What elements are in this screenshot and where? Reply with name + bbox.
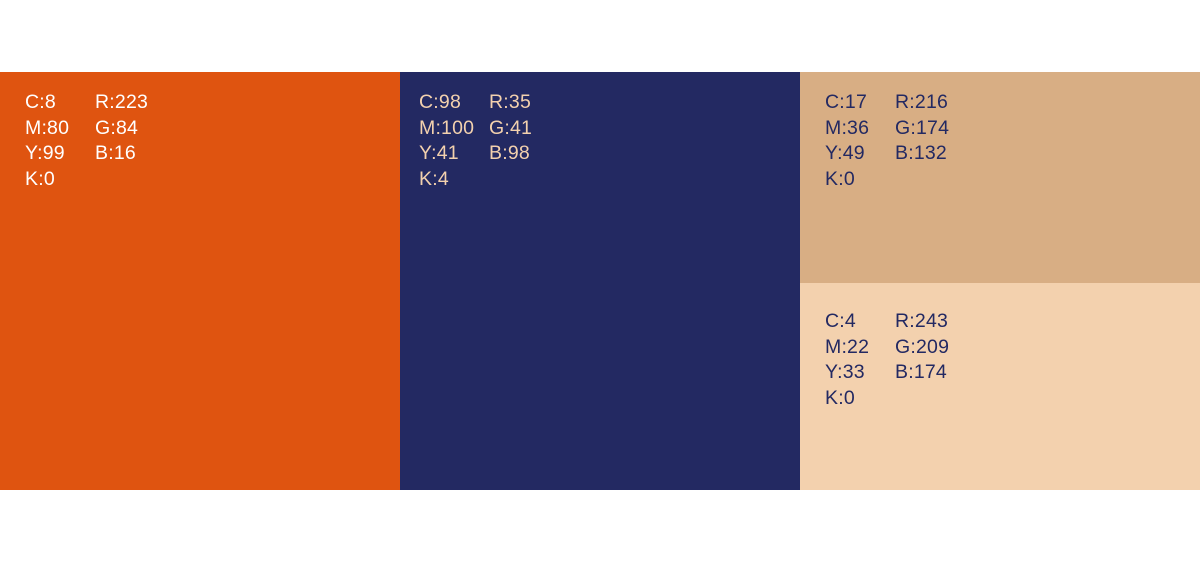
cmyk-c-value: C:98 — [419, 91, 461, 113]
cmyk-c-value: C:4 — [825, 310, 856, 332]
swatch-navy: C:98 M:100 Y:41 K:4 R:35 G:41 B:98 — [400, 72, 800, 490]
rgb-b-value: B:16 — [95, 142, 136, 164]
swatch-orange: C:8 M:80 Y:99 K:0 R:223 G:84 B:16 — [0, 72, 400, 490]
swatch-orange-values: C:8 M:80 Y:99 K:0 R:223 G:84 B:16 — [0, 72, 400, 192]
rgb-r-value: R:223 — [95, 91, 149, 113]
cmyk-column: C:98 M:100 Y:41 K:4 — [419, 90, 489, 192]
cmyk-c-value: C:8 — [25, 91, 56, 113]
rgb-column: R:35 G:41 B:98 — [489, 90, 532, 167]
cmyk-m-value: M:80 — [25, 116, 70, 139]
rgb-column: R:243 G:209 B:174 — [895, 309, 949, 386]
cmyk-m-value: M:100 — [419, 116, 475, 139]
rgb-g-value: G:84 — [95, 116, 139, 139]
rgb-b-value: B:98 — [489, 142, 530, 164]
rgb-g-value: G:209 — [895, 335, 950, 358]
rgb-r-value: R:243 — [895, 310, 949, 332]
swatch-peach: C:4 M:22 Y:33 K:0 R:243 G:209 B:174 — [800, 283, 1200, 490]
rgb-r-value: R:35 — [489, 91, 531, 113]
swatch-tan: C:17 M:36 Y:49 K:0 R:216 G:174 B:132 — [800, 72, 1200, 283]
rgb-column: R:223 G:84 B:16 — [95, 90, 148, 167]
swatch-tan-values: C:17 M:36 Y:49 K:0 R:216 G:174 B:132 — [800, 72, 1200, 192]
cmyk-column: C:4 M:22 Y:33 K:0 — [825, 309, 895, 411]
swatch-band: C:8 M:80 Y:99 K:0 R:223 G:84 B:16 C:98 M… — [0, 72, 1200, 490]
cmyk-column: C:17 M:36 Y:49 K:0 — [825, 90, 895, 192]
cmyk-k-value: K:4 — [419, 167, 449, 190]
cmyk-y-value: Y:49 — [825, 142, 865, 164]
cmyk-m-value: M:36 — [825, 116, 870, 139]
rgb-b-value: B:174 — [895, 361, 947, 383]
rgb-r-value: R:216 — [895, 91, 949, 113]
swatch-navy-values: C:98 M:100 Y:41 K:4 R:35 G:41 B:98 — [400, 72, 800, 192]
cmyk-m-value: M:22 — [825, 335, 870, 358]
cmyk-k-value: K:0 — [25, 167, 55, 190]
cmyk-c-value: C:17 — [825, 91, 867, 113]
cmyk-y-value: Y:33 — [825, 361, 865, 383]
cmyk-y-value: Y:99 — [25, 142, 65, 164]
rgb-g-value: G:174 — [895, 116, 950, 139]
rgb-g-value: G:41 — [489, 116, 533, 139]
swatch-peach-values: C:4 M:22 Y:33 K:0 R:243 G:209 B:174 — [800, 283, 1200, 411]
cmyk-y-value: Y:41 — [419, 142, 459, 164]
rgb-column: R:216 G:174 B:132 — [895, 90, 949, 167]
rgb-b-value: B:132 — [895, 142, 947, 164]
cmyk-k-value: K:0 — [825, 167, 855, 190]
cmyk-k-value: K:0 — [825, 386, 855, 409]
cmyk-column: C:8 M:80 Y:99 K:0 — [25, 90, 95, 192]
